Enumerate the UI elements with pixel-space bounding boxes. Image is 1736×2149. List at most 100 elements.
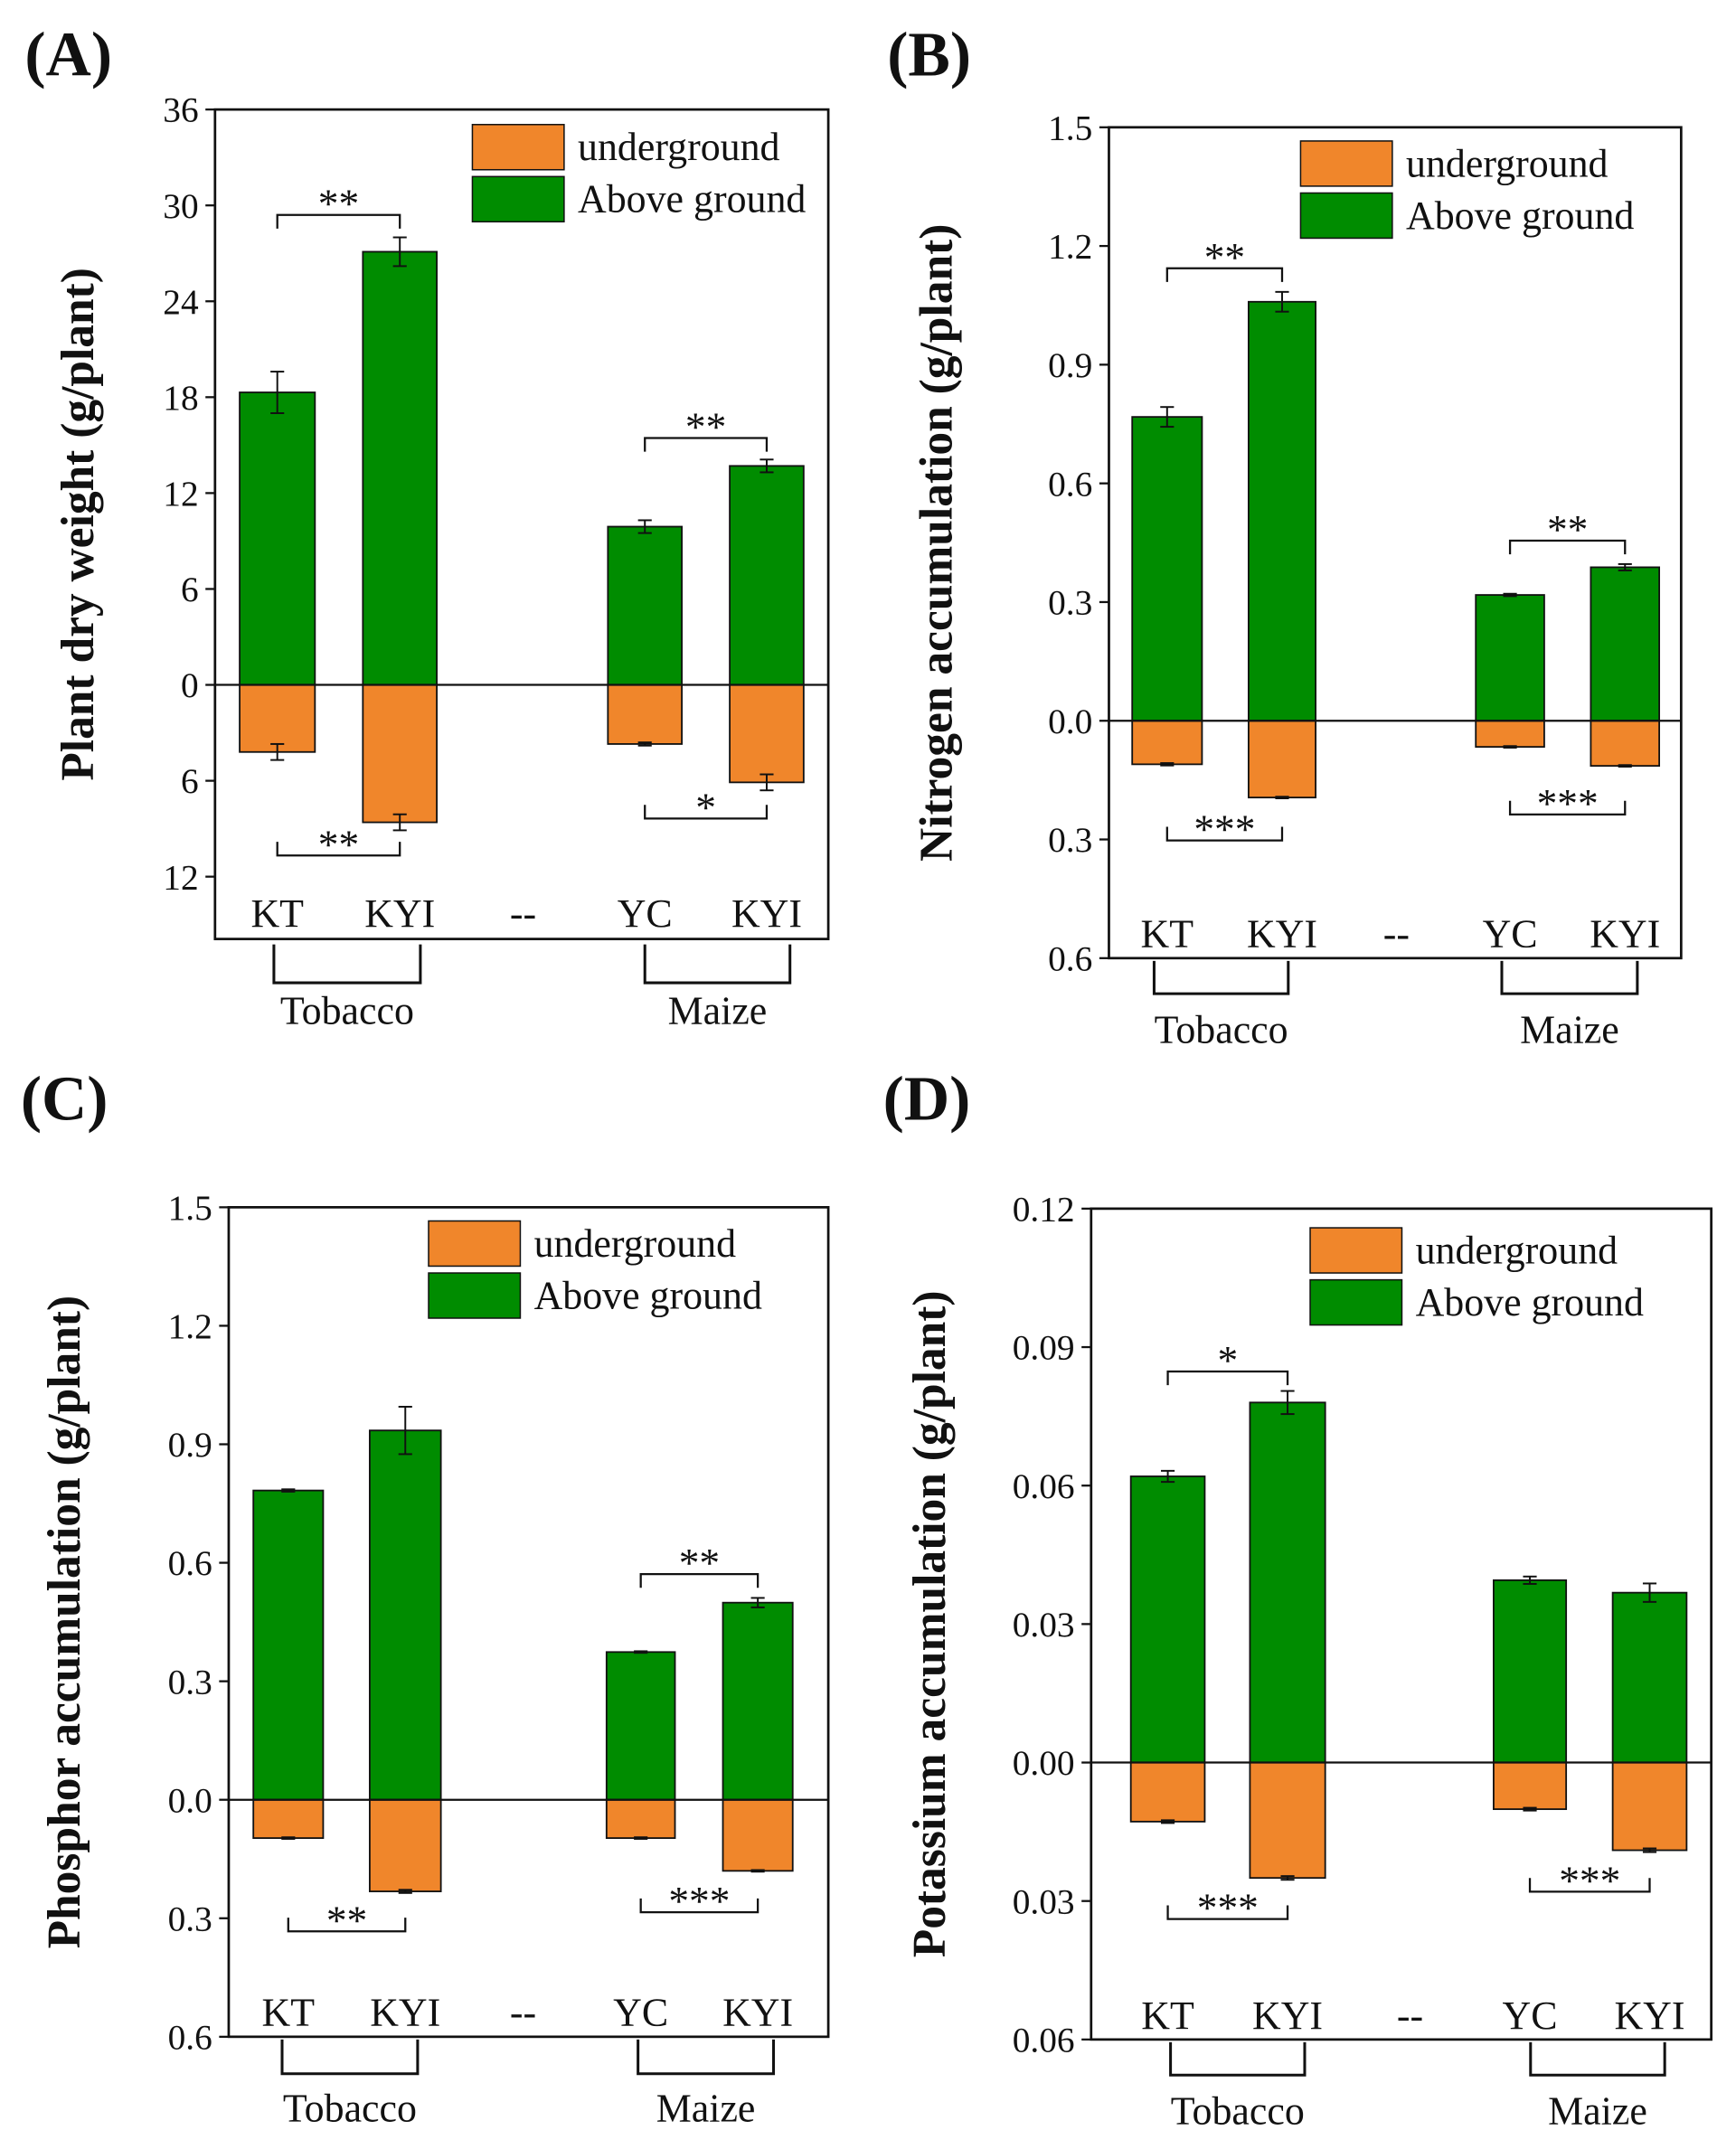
bar-underground-yc [605,1798,676,1839]
plot-frame [213,108,830,940]
significance-label: *** [1197,1886,1259,1931]
y-tick-label: 0.03 [1013,1881,1075,1921]
panel-label: (D) [883,1064,971,1134]
legend-swatch [1309,1227,1403,1274]
bar-above-ground-yc [1475,594,1545,722]
y-tick-label: 1.2 [168,1306,212,1346]
bar-above-ground-kyi [1590,566,1661,722]
y-tick-label: 12 [163,474,198,514]
bar-underground-kyi [368,1798,442,1892]
panel-d: (D) Potassium accumulation (g/plant) 0.12 0… [883,1064,1712,2134]
significance-bracket [1165,826,1284,842]
bar-underground-yc [1492,1761,1568,1811]
bar-underground-yc [1475,720,1545,749]
significance-label: *** [1537,781,1599,826]
bar-underground-kt [239,683,316,753]
bar-above-ground-yc [605,1651,676,1801]
y-tick-label: 0.06 [1013,2021,1075,2060]
y-tick-label: 0.09 [1013,1328,1075,1368]
bar-underground-kyi [722,1798,794,1872]
legend-swatch [1309,1278,1403,1326]
legend-swatch [1299,140,1393,187]
significance-label: ** [1204,235,1245,280]
x-category-label: KT [262,1992,316,2035]
group-bracket [1152,960,1290,995]
y-tick-label: 0.0 [1048,702,1092,741]
legend-label: underground [578,126,780,169]
bar-above-ground-kt [1131,416,1203,722]
group-label: Maize [656,2088,756,2131]
y-tick-label: 18 [163,378,198,418]
bar-above-ground-kt [239,391,316,686]
group-bracket [637,2039,776,2076]
panel-label: (B) [887,20,971,90]
x-category-label: KT [250,892,304,936]
bar-above-ground-kt [1129,1475,1206,1764]
bar-above-ground-yc [607,525,684,686]
legend-swatch [428,1272,522,1319]
bar-underground-kyi [362,683,438,824]
significance-bracket [1166,1370,1289,1386]
y-tick-label: 0.3 [1048,583,1092,623]
significance-bracket [287,1918,407,1933]
y-axis-label: Nitrogen accumulation (g/plant) [910,224,962,862]
y-tick-label: 0.12 [1013,1189,1075,1229]
significance-label: *** [668,1879,730,1924]
y-tick-label: 0.9 [168,1425,212,1465]
significance-bracket [276,213,401,229]
legend-label: underground [1416,1229,1618,1272]
legend-label: Above ground [578,178,806,221]
bar-above-ground-kyi [1611,1591,1688,1764]
significance-bracket [639,1898,760,1914]
y-tick-label: 0.9 [1048,345,1092,385]
bar-underground-kyi [1590,720,1661,768]
plot-frame [1108,126,1683,960]
group-label: Tobacco [283,2088,417,2131]
group-label: Maize [1520,1009,1619,1052]
y-tick-label: 1.2 [1048,227,1092,267]
x-category-label: KT [1141,1994,1194,2038]
group-bracket [643,944,792,985]
legend-label: Above ground [1406,194,1634,238]
bar-above-ground-yc [1492,1579,1568,1764]
x-category-label: -- [1397,1994,1423,2038]
y-tick-label: 0.3 [168,1662,212,1701]
significance-label: * [695,785,716,830]
significance-label: *** [1194,807,1255,853]
significance-bracket [1508,800,1627,815]
x-category-label: YC [1503,1994,1558,2038]
legend-label: Above ground [534,1274,762,1317]
x-category-label: KYI [1252,1994,1323,2038]
y-tick-label: 0 [181,665,199,705]
significance-label: * [1217,1338,1238,1383]
y-tick-label: 0.00 [1013,1743,1075,1783]
bar-underground-kyi [1247,720,1316,799]
significance-label: ** [326,1898,367,1943]
y-tick-label: 0.3 [1048,820,1092,860]
y-tick-label: 0.6 [168,1543,212,1583]
y-tick-label: 0.0 [168,1780,212,1820]
panel-c: (C) Phosphor accumulation (g/plant) 1.5 1.2… [21,1064,830,2131]
y-tick-label: 6 [181,761,199,801]
group-bracket [272,944,422,985]
bar-above-ground-kyi [1247,300,1316,722]
y-tick-label: 0.3 [168,1899,212,1938]
legend-label: Above ground [1416,1281,1644,1324]
panel-b: (B) Nitrogen accumulation (g/plant) 1.5 1.2… [887,20,1683,1052]
x-category-label: KYI [1590,913,1660,957]
significance-label: ** [318,822,359,867]
bar-above-ground-kt [252,1489,325,1801]
y-tick-label: 0.06 [1013,1466,1075,1506]
group-label: Tobacco [280,989,414,1032]
x-category-label: KYI [731,892,802,936]
group-bracket [1169,2041,1307,2077]
y-axis-label: Plant dry weight (g/plant) [52,268,104,781]
bar-underground-kyi [1611,1761,1688,1852]
x-category-label: -- [1383,913,1410,957]
panel-a: (A) Plant dry weight (g/plant) 36 30 24 18 12 6… [24,20,830,1032]
x-category-label: KYI [1614,1994,1684,2038]
bar-above-ground-kyi [729,465,805,686]
x-category-label: KYI [1247,913,1317,957]
x-category-label: -- [510,1992,536,2035]
y-tick-label: 6 [181,570,199,609]
